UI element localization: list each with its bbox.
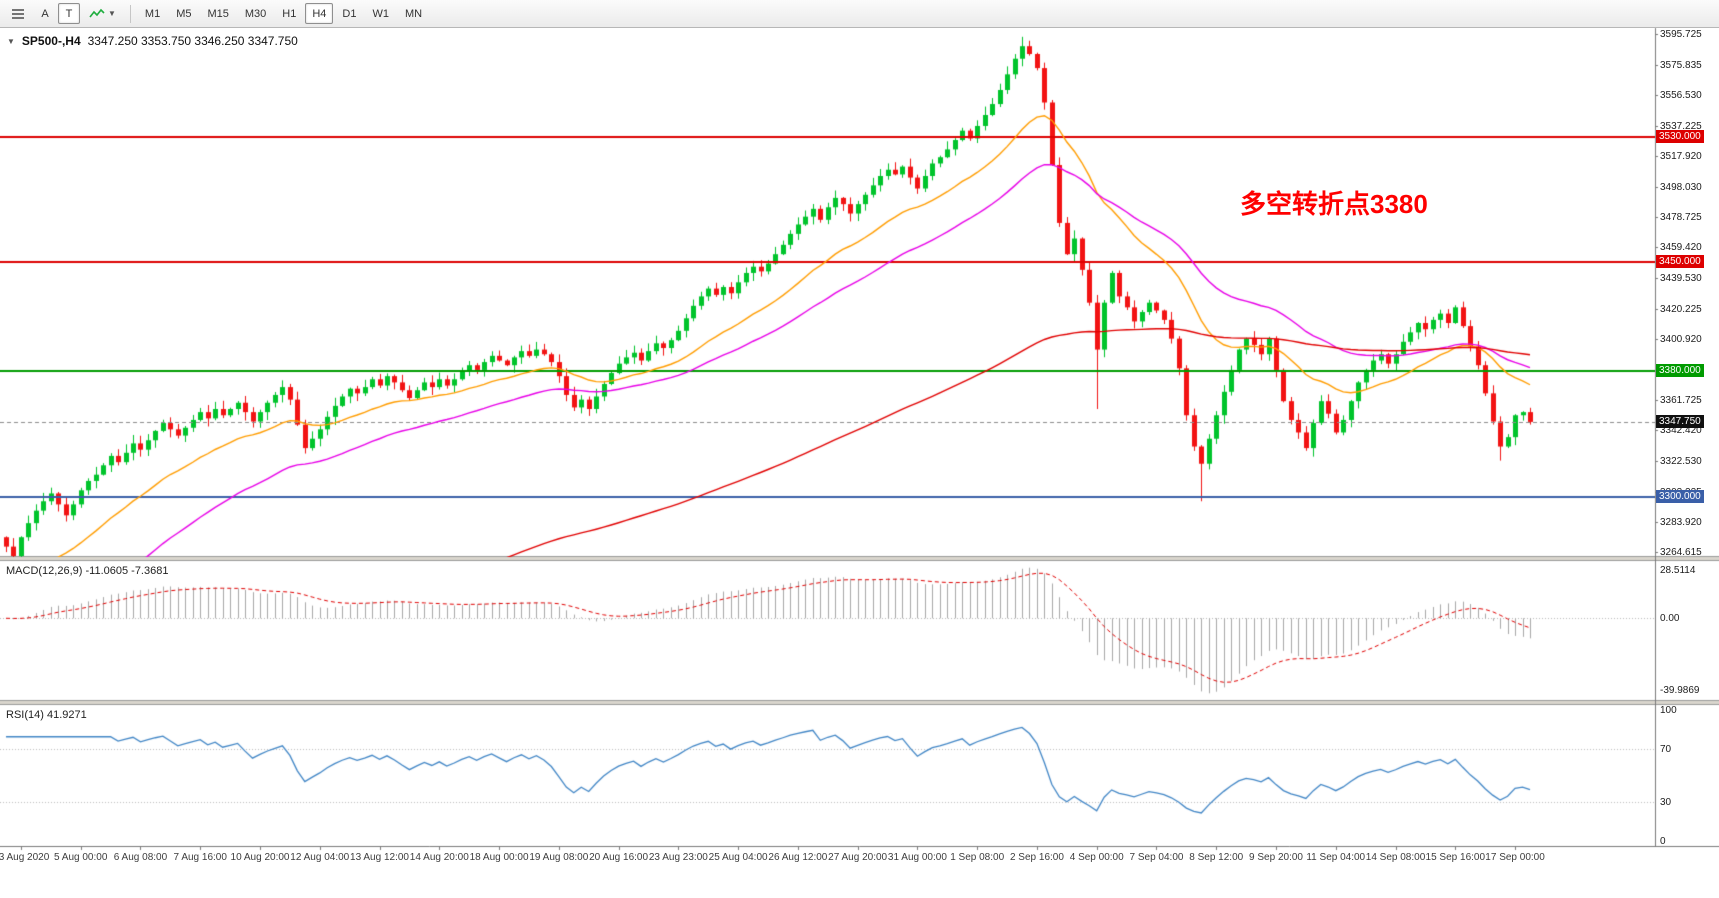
timeframe-mn[interactable]: MN <box>404 7 423 20</box>
time-axis-label: 19 Aug 08:00 <box>529 852 589 863</box>
price-axis-tick: 3556.530 <box>1660 90 1702 101</box>
macd-values: -11.0605 -7.3681 <box>85 565 169 577</box>
timeframe-w1[interactable]: W1 <box>372 7 389 20</box>
time-axis-label: 14 Aug 20:00 <box>409 852 469 863</box>
price-axis-tick: 3595.725 <box>1660 29 1702 40</box>
price-axis-tick: 3439.530 <box>1660 273 1702 284</box>
price-axis-tick: 3264.615 <box>1660 547 1702 558</box>
time-axis-label: 31 Aug 00:00 <box>887 852 947 863</box>
rsi-axis-tick: 70 <box>1660 744 1672 755</box>
timeframe-m1[interactable]: M1 <box>144 7 161 20</box>
rsi-axis-tick: 30 <box>1660 797 1672 808</box>
rsi-axis-tick: 0 <box>1660 836 1666 847</box>
time-axis-label: 14 Sep 08:00 <box>1365 852 1426 863</box>
time-axis-label: 25 Aug 04:00 <box>708 852 768 863</box>
time-axis-label: 4 Sep 00:00 <box>1069 852 1124 863</box>
time-axis-label: 13 Aug 12:00 <box>350 852 409 863</box>
time-axis-label: 3 Aug 2020 <box>0 852 50 863</box>
macd-label: MACD(12,26,9) -11.0605 -7.3681 <box>6 565 169 577</box>
price-level-badge: 3530.000 <box>1656 130 1704 143</box>
time-axis-label: 2 Sep 16:00 <box>1009 852 1064 863</box>
price-axis-tick: 3342.420 <box>1660 425 1702 436</box>
annotation-tool-button[interactable]: A <box>41 7 49 20</box>
text-tool-button[interactable]: T <box>58 3 80 24</box>
chart-annotation-text: 多空转折点3380 <box>1240 189 1428 219</box>
price-axis-tick: 3283.920 <box>1660 517 1702 528</box>
time-axis-label: 15 Sep 16:00 <box>1425 852 1486 863</box>
time-axis-label: 9 Sep 20:00 <box>1249 852 1303 863</box>
timeframe-h1[interactable]: H1 <box>282 7 297 20</box>
rsi-label: RSI(14) 41.9271 <box>6 709 87 721</box>
macd-axis-min: -39.9869 <box>1660 685 1700 696</box>
time-axis-label: 10 Aug 20:00 <box>230 852 290 863</box>
rsi-axis-tick: 100 <box>1660 705 1677 716</box>
list-icon <box>12 8 24 19</box>
ohlc-readout: 3347.250 3353.750 3346.250 3347.750 <box>87 34 298 48</box>
timeframe-h4[interactable]: H4 <box>305 3 334 24</box>
symbol-title: SP500-,H4 <box>21 34 81 48</box>
time-axis-label: 12 Aug 04:00 <box>290 852 350 863</box>
price-axis-tick: 3459.420 <box>1660 242 1702 253</box>
timeframe-m5[interactable]: M5 <box>176 7 192 20</box>
time-axis-label: 6 Aug 08:00 <box>113 852 168 863</box>
indicator-zigzag-icon <box>89 8 105 17</box>
price-axis-tick: 3498.030 <box>1660 182 1702 193</box>
toolbar-divider <box>129 4 131 23</box>
collapse-triangle-icon[interactable]: ▼ <box>7 36 15 46</box>
price-axis-tick: 3537.225 <box>1660 121 1702 132</box>
price-axis-tick: 3400.920 <box>1660 334 1702 345</box>
timeframe-d1[interactable]: D1 <box>342 7 357 20</box>
time-axis-label: 7 Sep 04:00 <box>1129 852 1184 863</box>
price-axis-tick: 3322.530 <box>1660 456 1702 467</box>
time-axis-label: 17 Sep 00:00 <box>1485 852 1545 863</box>
time-axis-label: 8 Sep 12:00 <box>1189 852 1244 863</box>
time-axis-label: 1 Sep 08:00 <box>950 852 1005 863</box>
indicators-button[interactable]: ▼ <box>82 3 123 24</box>
price-level-badge: 3347.750 <box>1656 415 1704 428</box>
rsi-value: 41.9271 <box>46 709 87 721</box>
toolbar: A T ▼ M1 M5 M15 M30 H1 H4 D1 W1 MN <box>0 0 1719 28</box>
time-axis-label: 5 Aug 00:00 <box>54 852 108 863</box>
time-axis-label: 26 Aug 12:00 <box>768 852 828 863</box>
price-axis-tick: 3478.725 <box>1660 212 1702 223</box>
price-axis-tick: 3420.225 <box>1660 304 1702 315</box>
time-axis-label: 18 Aug 00:00 <box>469 852 529 863</box>
menu-icon[interactable] <box>4 3 32 24</box>
price-axis-tick: 3361.725 <box>1660 395 1702 406</box>
time-axis-label: 23 Aug 23:00 <box>648 852 708 863</box>
chevron-down-icon: ▼ <box>108 8 116 18</box>
time-axis-label: 11 Sep 04:00 <box>1306 852 1366 863</box>
timeframe-m15[interactable]: M15 <box>207 7 229 20</box>
macd-axis-zero: 0.00 <box>1660 613 1680 624</box>
timeframe-m30[interactable]: M30 <box>244 7 267 20</box>
price-axis-tick: 3575.835 <box>1660 60 1702 71</box>
chart-header: ▼ SP500-,H4 3347.250 3353.750 3346.250 3… <box>7 34 298 48</box>
price-axis-tick: 3517.920 <box>1660 151 1702 162</box>
time-axis-label: 7 Aug 16:00 <box>173 852 227 863</box>
price-level-badge: 3450.000 <box>1656 255 1704 268</box>
time-axis-label: 27 Aug 20:00 <box>828 852 888 863</box>
price-level-badge: 3380.000 <box>1656 364 1704 377</box>
macd-axis-max: 28.5114 <box>1660 565 1696 576</box>
time-axis-label: 20 Aug 16:00 <box>589 852 649 863</box>
price-level-badge: 3300.000 <box>1656 490 1704 503</box>
